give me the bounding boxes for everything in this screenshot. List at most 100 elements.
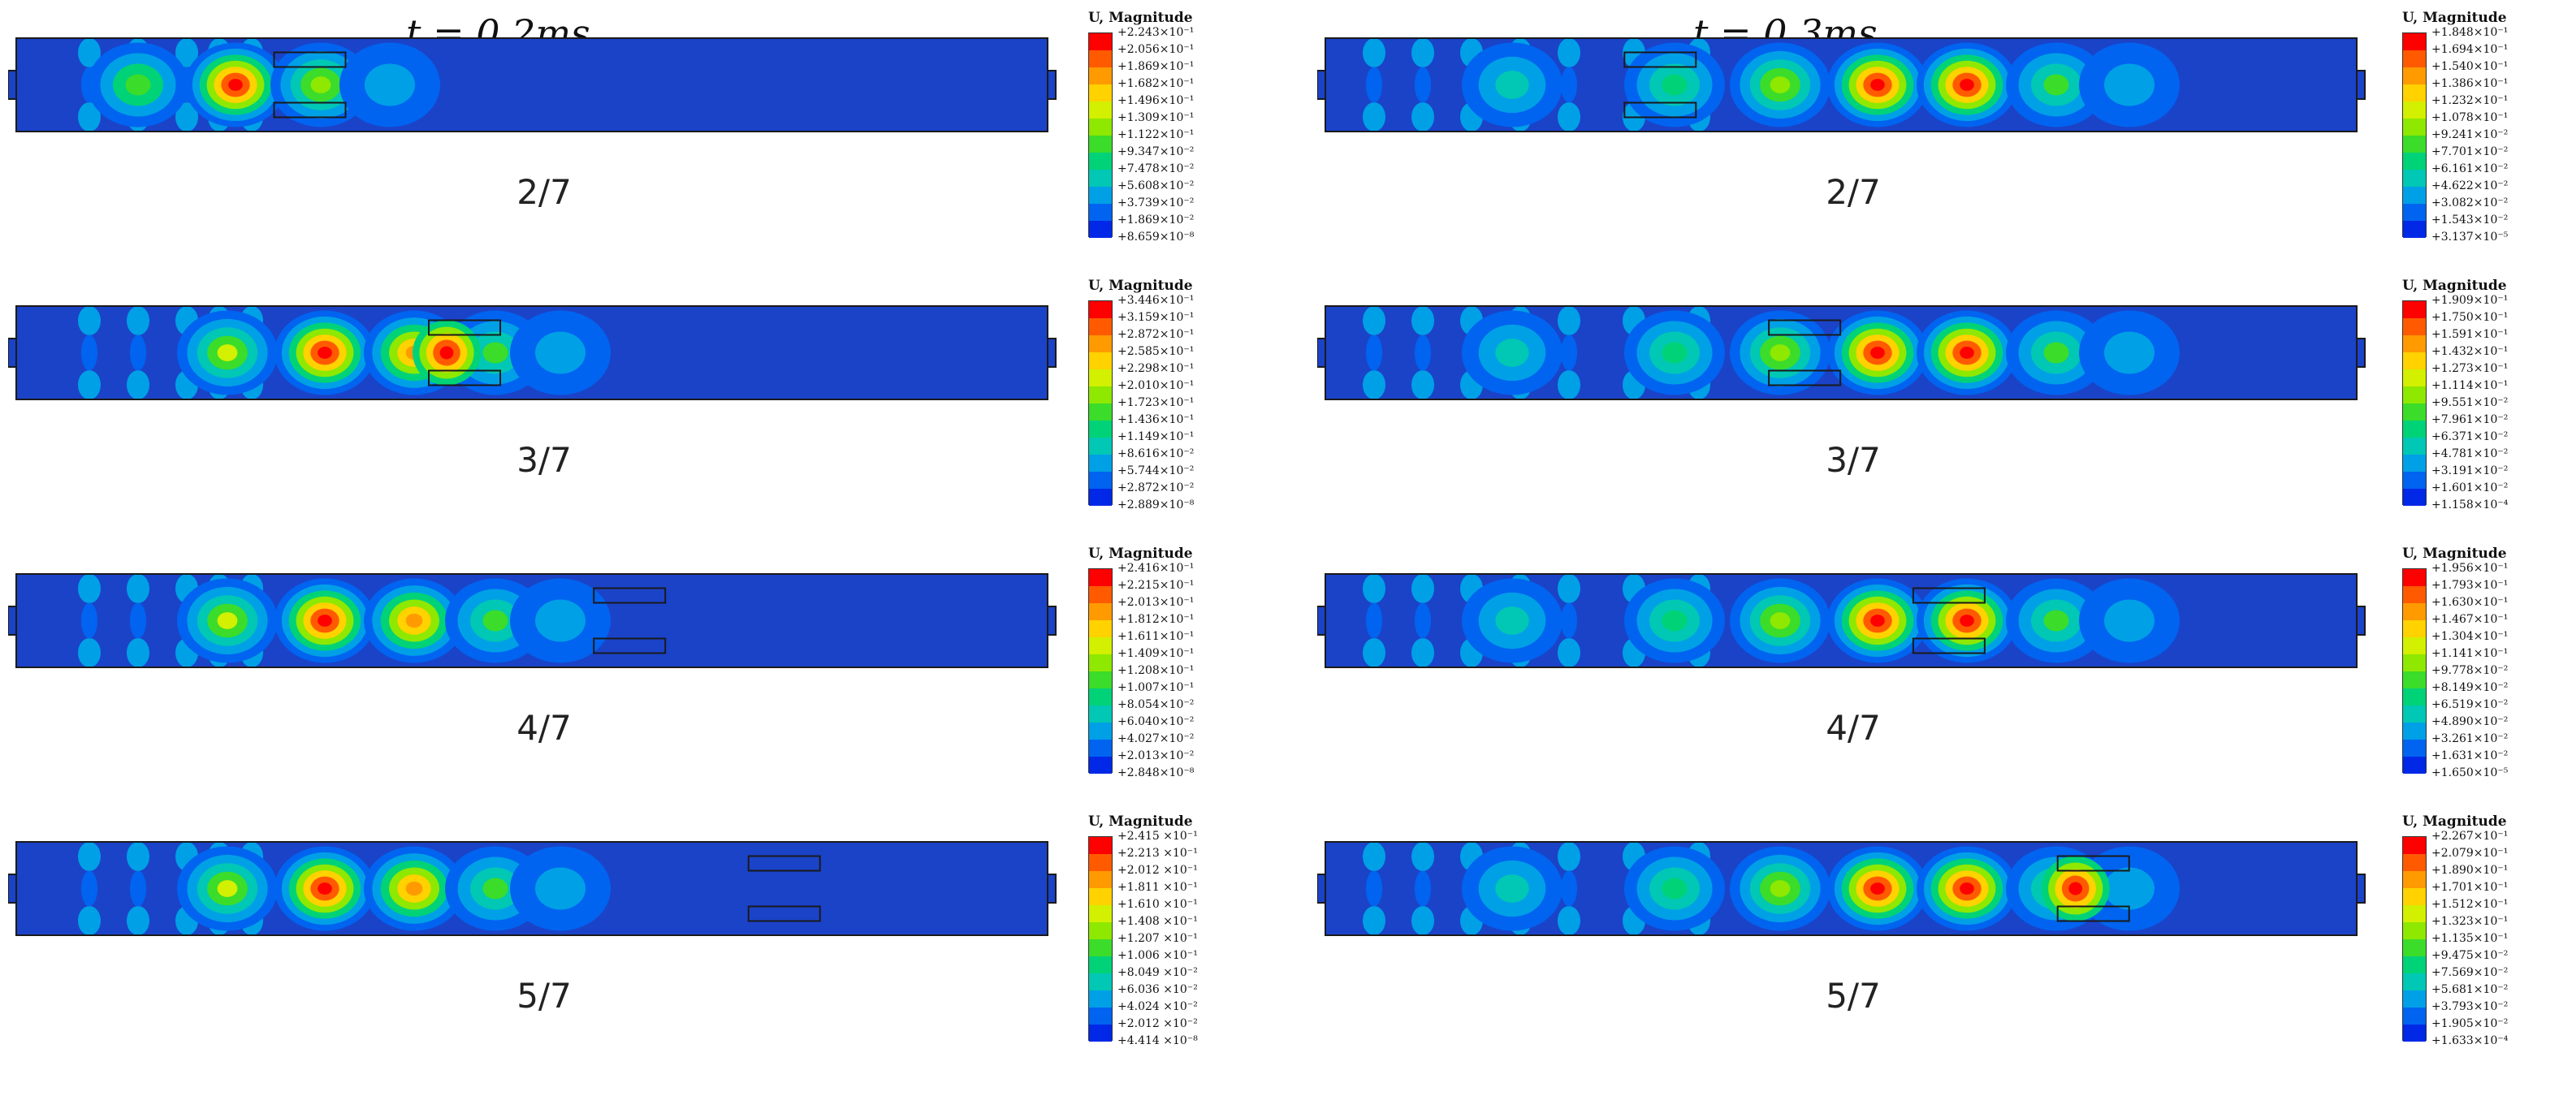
legend-value-label: +1.512×10⁻¹ — [2431, 898, 2509, 911]
displacement-contour — [1495, 71, 1529, 99]
displacement-contour — [2104, 867, 2155, 910]
displacement-contour-plot — [1317, 841, 2366, 936]
legend-swatch — [1089, 990, 1112, 1008]
legend-swatch — [1089, 603, 1112, 620]
legend-value-label: +1.869×10⁻² — [1117, 214, 1195, 227]
legend-swatch — [2403, 170, 2426, 187]
displacement-contour — [228, 79, 243, 91]
legend-color-bar — [2402, 32, 2427, 238]
inclusion-block-top — [1912, 587, 1986, 604]
legend-swatch — [1089, 335, 1112, 352]
displacement-contour — [1558, 38, 1580, 67]
legend-value-label: +7.569×10⁻² — [2431, 966, 2509, 979]
legend-value-label: +1.682×10⁻¹ — [1117, 77, 1195, 90]
displacement-contour-plot — [8, 841, 1057, 936]
panel-ratio-label: 3/7 — [1826, 440, 1881, 480]
legend-color-bar — [1088, 836, 1113, 1042]
beam-end-tab-right — [1047, 70, 1057, 100]
displacement-contour — [405, 881, 423, 896]
legend-swatch — [2403, 204, 2426, 221]
legend-swatch — [1089, 352, 1112, 369]
beam-outline — [1325, 305, 2358, 400]
legend-value-label: +8.054×10⁻² — [1117, 698, 1195, 711]
legend-title: U, Magnitude — [2402, 10, 2507, 26]
legend-swatch — [2403, 33, 2426, 50]
displacement-contour — [1662, 878, 1688, 900]
displacement-contour — [535, 331, 586, 374]
legend-value-label: +1.610 ×10⁻¹ — [1117, 898, 1198, 911]
legend-value-label: +3.739×10⁻² — [1117, 196, 1195, 209]
legend-value-label: +2.298×10⁻¹ — [1117, 362, 1195, 375]
legend-swatch — [1089, 688, 1112, 705]
legend-value-label: +1.650×10⁻⁵ — [2431, 766, 2509, 779]
legend-swatch — [2403, 939, 2426, 956]
legend-value-label: +2.267×10⁻¹ — [2431, 830, 2509, 843]
displacement-contour — [1960, 79, 1974, 91]
legend-swatch — [1089, 153, 1112, 170]
displacement-contour — [78, 574, 101, 603]
legend-swatch — [2403, 50, 2426, 67]
legend-swatch — [2403, 403, 2426, 421]
legend-swatch — [2403, 922, 2426, 939]
legend-swatch — [2403, 757, 2426, 774]
displacement-contour — [1363, 38, 1385, 67]
legend-value-label: +1.273×10⁻¹ — [2431, 362, 2509, 375]
legend-color-bar — [2402, 836, 2427, 1042]
legend-value-label: +1.304×10⁻¹ — [2431, 630, 2509, 643]
displacement-contour — [1558, 574, 1580, 603]
legend-swatch — [2403, 301, 2426, 318]
legend-value-label: +1.122×10⁻¹ — [1117, 128, 1195, 141]
legend-value-label: +1.543×10⁻² — [2431, 214, 2509, 227]
displacement-contour — [1411, 306, 1434, 335]
legend-value-label: +7.961×10⁻² — [2431, 413, 2509, 426]
legend-value-label: +1.232×10⁻¹ — [2431, 94, 2509, 107]
legend-value-label: +1.630×10⁻¹ — [2431, 596, 2509, 609]
legend-swatch — [2403, 421, 2426, 438]
displacement-contour — [1960, 347, 1974, 359]
beam-end-tab-right — [1047, 874, 1057, 904]
legend-swatch — [2403, 705, 2426, 723]
displacement-contour — [365, 63, 415, 106]
legend-swatch — [1089, 740, 1112, 757]
displacement-contour — [1558, 638, 1580, 667]
displacement-contour — [78, 306, 101, 335]
legend-value-label: +1.141×10⁻¹ — [2431, 647, 2509, 660]
displacement-contour — [175, 102, 198, 132]
inclusion-block-top — [747, 855, 821, 872]
legend-swatch — [1089, 187, 1112, 204]
legend-swatch — [2403, 620, 2426, 637]
legend-swatch — [1089, 1008, 1112, 1025]
beam-end-tab-left — [1317, 606, 1326, 636]
legend-title: U, Magnitude — [1088, 546, 1193, 562]
legend-value-label: +1.591×10⁻¹ — [2431, 328, 2509, 341]
beam-outline — [1325, 37, 2358, 132]
displacement-contour-plot — [1317, 573, 2366, 668]
legend-swatch — [2403, 136, 2426, 153]
legend-value-label: +2.013×10⁻² — [1117, 749, 1195, 762]
beam-end-tab-right — [2356, 70, 2366, 100]
displacement-contour — [2043, 342, 2069, 364]
legend-swatch — [2403, 586, 2426, 603]
displacement-contour-plot — [8, 305, 1057, 400]
legend-value-label: +2.213 ×10⁻¹ — [1117, 847, 1198, 860]
displacement-contour — [1770, 880, 1791, 897]
displacement-contour — [1411, 842, 1434, 871]
legend-swatch — [2403, 67, 2426, 84]
displacement-contour — [78, 842, 101, 871]
displacement-contour — [1415, 334, 1431, 371]
displacement-contour — [127, 574, 149, 603]
legend-swatch — [2403, 335, 2426, 352]
legend-swatch — [2403, 871, 2426, 888]
legend-color-bar — [2402, 300, 2427, 506]
displacement-contour — [1363, 906, 1385, 935]
legend-value-label: +3.191×10⁻² — [2431, 464, 2509, 477]
displacement-contour — [1561, 67, 1577, 103]
legend-value-label: +4.781×10⁻² — [2431, 447, 2509, 460]
legend-value-label: +1.890×10⁻¹ — [2431, 864, 2509, 877]
legend-value-label: +2.012 ×10⁻² — [1117, 1017, 1198, 1030]
displacement-contour — [1363, 638, 1385, 667]
legend-swatch — [1089, 956, 1112, 973]
legend-value-label: +1.848×10⁻¹ — [2431, 26, 2509, 39]
beam-end-tab-right — [1047, 606, 1057, 636]
beam-end-tab-left — [8, 338, 17, 368]
